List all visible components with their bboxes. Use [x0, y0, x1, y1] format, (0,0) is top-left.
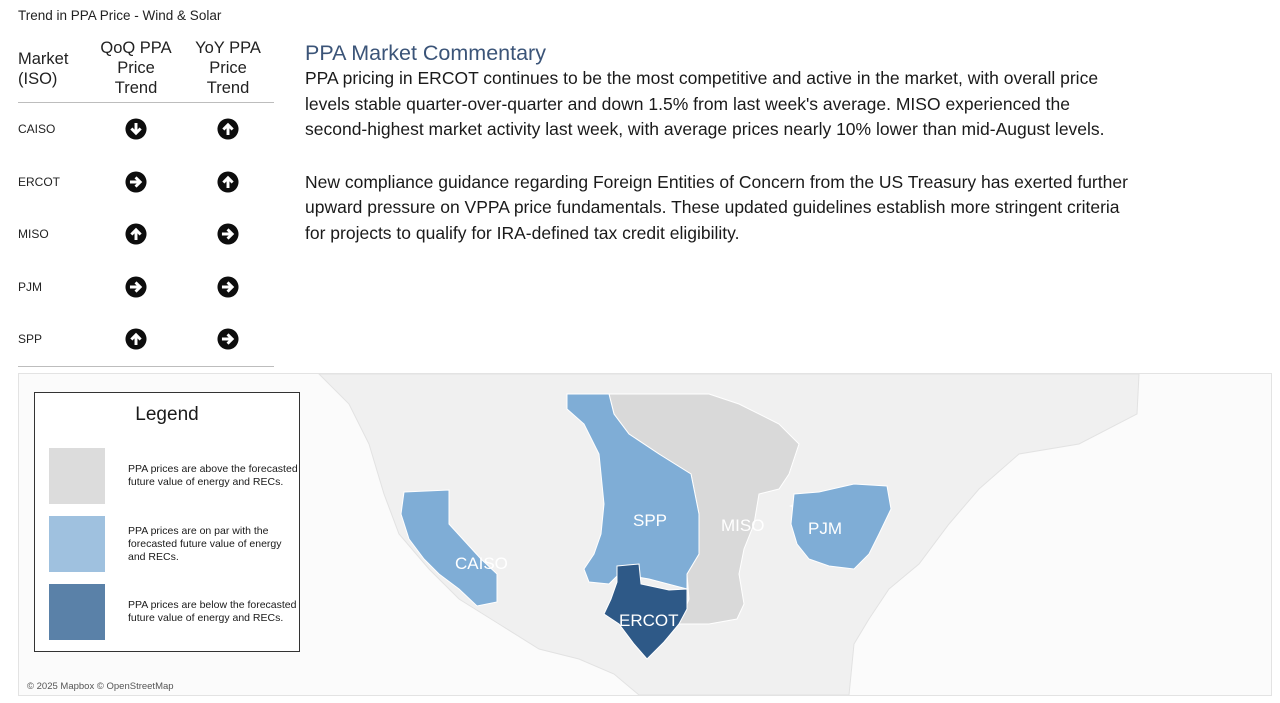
commentary-paragraph: New compliance guidance regarding Foreig…	[305, 171, 1128, 243]
legend-swatch	[49, 584, 105, 640]
header-market: Market (ISO)	[18, 50, 69, 88]
region-label-caiso: CAISO	[455, 554, 508, 573]
table-row: ERCOT	[18, 156, 274, 209]
arrow-right-circle-icon	[217, 276, 239, 298]
trend-table: Market (ISO) QoQ PPA Price Trend YoY PPA…	[18, 38, 274, 367]
trend-table-header: Market (ISO) QoQ PPA Price Trend YoY PPA…	[18, 38, 274, 103]
row-market-label: SPP	[18, 332, 43, 347]
region-label-miso: MISO	[721, 516, 764, 535]
arrow-right-circle-icon	[125, 171, 147, 193]
legend-title: Legend	[135, 404, 199, 425]
map-legend: Legend PPA prices are above the forecast…	[34, 392, 300, 652]
commentary-title: PPA Market Commentary	[305, 41, 546, 65]
arrow-right-circle-icon	[125, 276, 147, 298]
arrow-down-circle-icon	[125, 118, 147, 140]
region-label-pjm: PJM	[808, 519, 842, 538]
legend-text: PPA prices are below the forecasted futu…	[128, 599, 297, 624]
legend-item-above: PPA prices are above the forecasted futu…	[49, 448, 298, 504]
region-ercot[interactable]	[603, 563, 688, 660]
commentary-paragraph: PPA pricing in ERCOT continues to be the…	[305, 68, 1105, 139]
arrow-up-circle-icon	[217, 171, 239, 193]
row-market-label: PJM	[18, 279, 42, 294]
legend-item-below: PPA prices are below the forecasted futu…	[49, 584, 298, 640]
table-row: PJM	[18, 261, 274, 314]
region-label-spp: SPP	[633, 511, 667, 530]
region-label-ercot: ERCOT	[619, 611, 679, 630]
table-row: MISO	[18, 208, 274, 261]
map-attribution[interactable]: © 2025 Mapbox © OpenStreetMap	[27, 681, 174, 692]
iso-map[interactable]: CAISO SPP MISO PJM ERCOT Legend PPA pric…	[18, 373, 1272, 696]
table-row: SPP	[18, 313, 274, 367]
map-canvas[interactable]: CAISO SPP MISO PJM ERCOT	[19, 374, 1271, 695]
header-qoq: QoQ PPA Price Trend	[100, 39, 172, 97]
legend-text: PPA prices are above the forecasted futu…	[128, 463, 298, 488]
arrow-up-circle-icon	[125, 223, 147, 245]
market-commentary: PPA Market Commentary PPA pricing in ERC…	[305, 40, 1135, 246]
legend-text: PPA prices are on par with the forecaste…	[128, 524, 282, 563]
arrow-up-circle-icon	[217, 118, 239, 140]
arrow-right-circle-icon	[217, 328, 239, 350]
arrow-right-circle-icon	[217, 223, 239, 245]
row-market-label: MISO	[18, 227, 49, 242]
legend-item-on-par: PPA prices are on par with the forecaste…	[49, 516, 298, 572]
row-market-label: ERCOT	[18, 174, 60, 189]
table-row: CAISO	[18, 103, 274, 156]
header-yoy: YoY PPA Price Trend	[195, 39, 261, 97]
row-market-label: CAISO	[18, 122, 56, 137]
legend-swatch	[49, 448, 105, 504]
arrow-up-circle-icon	[125, 328, 147, 350]
region-pjm[interactable]	[790, 483, 892, 570]
legend-swatch	[49, 516, 105, 572]
region-caiso[interactable]	[400, 489, 498, 607]
sheet-title: Trend in PPA Price - Wind & Solar	[18, 8, 222, 23]
